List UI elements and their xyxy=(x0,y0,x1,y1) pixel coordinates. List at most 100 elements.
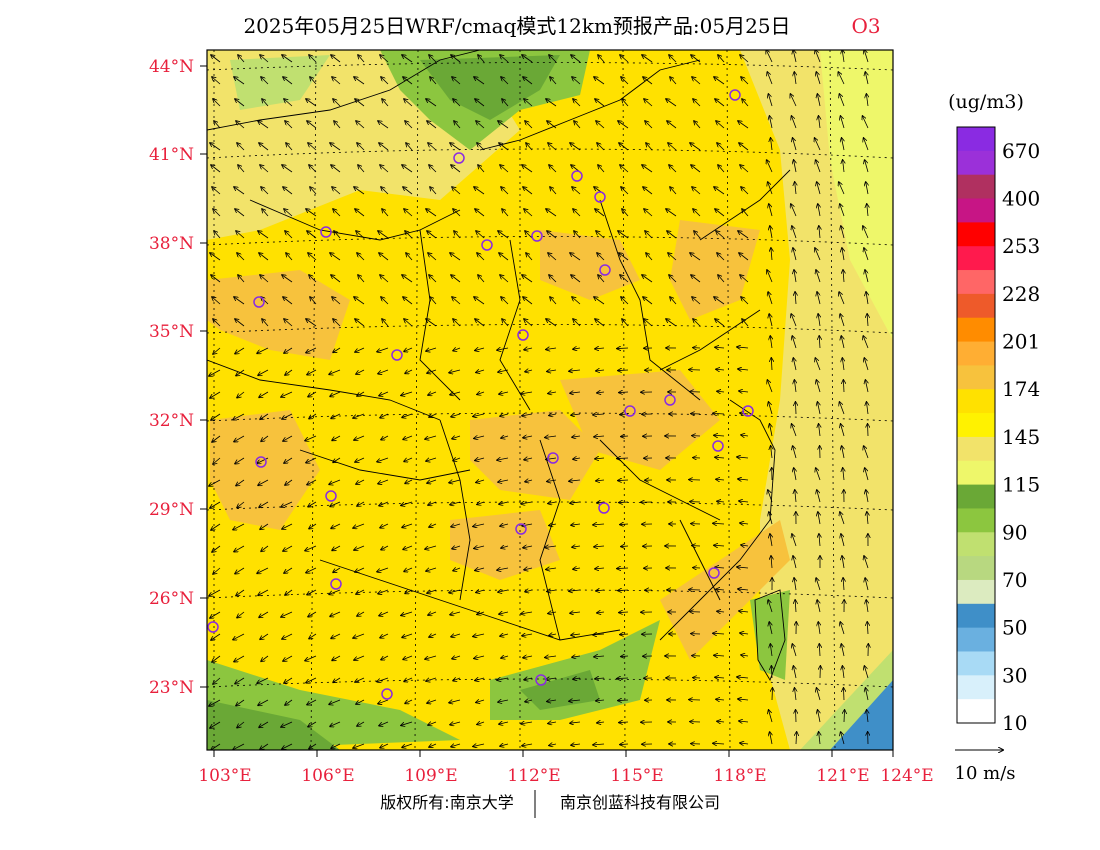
lon-label-103: 103°E xyxy=(198,766,251,786)
wind-arrow xyxy=(329,369,341,374)
wind-arrow xyxy=(473,634,485,636)
wind-arrow xyxy=(643,297,653,305)
wind-arrow xyxy=(331,413,341,418)
wind-arrow xyxy=(597,143,605,151)
wind-arrow xyxy=(499,253,509,261)
wind-arrow xyxy=(818,116,820,129)
wind-arrow xyxy=(595,319,605,327)
wind-arrow xyxy=(570,253,581,261)
wind-arrow xyxy=(259,253,269,261)
wind-arrow xyxy=(770,644,772,657)
wind-arrow xyxy=(645,231,653,239)
wind-arrow xyxy=(236,231,245,239)
wind-arrow xyxy=(333,319,341,327)
wind-arrow xyxy=(379,501,389,506)
wind-arrow xyxy=(791,204,797,217)
wind-arrow xyxy=(843,468,844,481)
wind-arrow xyxy=(235,209,245,217)
wind-arrow xyxy=(380,413,389,418)
wind-arrow xyxy=(716,589,725,590)
wind-arrow xyxy=(257,347,269,353)
wind-arrow xyxy=(769,710,773,723)
wind-arrow xyxy=(714,187,725,195)
wind-arrow xyxy=(354,655,365,660)
wind-arrow xyxy=(355,677,365,682)
wind-arrow xyxy=(284,347,293,353)
wind-arrow xyxy=(771,446,772,459)
wind-arrow xyxy=(619,392,629,393)
wind-arrow xyxy=(768,94,773,107)
wind-arrow xyxy=(840,622,845,635)
wind-arrow xyxy=(715,457,725,458)
wind-arrow xyxy=(596,590,605,591)
wind-arrow xyxy=(866,402,868,415)
wind-arrow xyxy=(281,501,293,507)
wind-arrow xyxy=(620,524,629,525)
wind-arrow xyxy=(715,319,725,327)
wind-arrow xyxy=(717,501,725,502)
wind-arrow xyxy=(237,501,245,508)
wind-arrow xyxy=(771,666,772,679)
wind-arrow xyxy=(430,77,437,85)
wind-arrow xyxy=(211,413,221,420)
wind-arrow xyxy=(714,655,725,656)
wind-arrow xyxy=(333,209,341,217)
wind-arrow xyxy=(794,72,796,85)
wind-arrow xyxy=(402,275,413,283)
wind-arrow xyxy=(741,297,749,305)
wind-arrow xyxy=(523,436,533,438)
wind-arrow xyxy=(430,297,437,305)
wind-arrow xyxy=(546,348,557,350)
wind-arrow xyxy=(545,436,557,438)
wind-arrow xyxy=(329,589,341,594)
wind-arrow xyxy=(329,699,341,704)
wind-arrow xyxy=(332,187,341,195)
wind-arrow xyxy=(262,319,269,327)
wind-arrow xyxy=(790,94,797,107)
wind-arrow xyxy=(212,545,221,552)
wind-arrow xyxy=(405,231,413,239)
wind-arrow xyxy=(741,435,749,436)
wind-arrow xyxy=(332,545,341,550)
wind-arrow xyxy=(521,392,533,394)
wind-arrow xyxy=(596,480,605,481)
wind-arrow xyxy=(595,99,605,107)
wind-arrow xyxy=(817,94,820,107)
wind-arrow xyxy=(356,121,365,129)
wind-arrow xyxy=(476,121,485,129)
wind-arrow xyxy=(691,275,701,283)
wind-arrow xyxy=(862,116,869,129)
wind-arrow xyxy=(717,253,725,261)
wind-arrow xyxy=(741,187,749,195)
wind-arrow xyxy=(815,248,821,261)
wind-arrow xyxy=(522,275,533,283)
wind-arrow xyxy=(866,94,868,107)
wind-arrow xyxy=(570,392,581,393)
wind-arrow xyxy=(258,699,269,705)
wind-arrow xyxy=(598,55,605,63)
wind-arrow xyxy=(356,589,365,594)
wind-arrow xyxy=(571,634,581,635)
wind-arrow xyxy=(841,424,845,437)
wind-arrow xyxy=(718,55,725,63)
wind-arrow xyxy=(768,292,773,305)
wind-arrow xyxy=(546,319,557,327)
wind-arrow xyxy=(793,666,796,679)
colorbar-label: 70 xyxy=(1002,568,1027,592)
wind-arrow xyxy=(406,253,413,261)
wind-arrow xyxy=(378,479,389,484)
wind-arrow xyxy=(451,55,461,63)
wind-arrow xyxy=(211,165,221,173)
wind-arrow xyxy=(282,743,293,749)
wind-arrow xyxy=(770,226,772,239)
wind-vectors xyxy=(209,50,868,750)
wind-arrow xyxy=(309,275,317,283)
wind-arrow xyxy=(474,546,485,548)
wind-arrow xyxy=(258,121,269,129)
wind-arrow xyxy=(404,319,413,327)
wind-arrow xyxy=(402,165,413,173)
wind-arrow xyxy=(497,568,509,570)
wind-arrow xyxy=(693,99,701,107)
wind-arrow xyxy=(690,143,701,151)
wind-arrow xyxy=(865,688,868,701)
